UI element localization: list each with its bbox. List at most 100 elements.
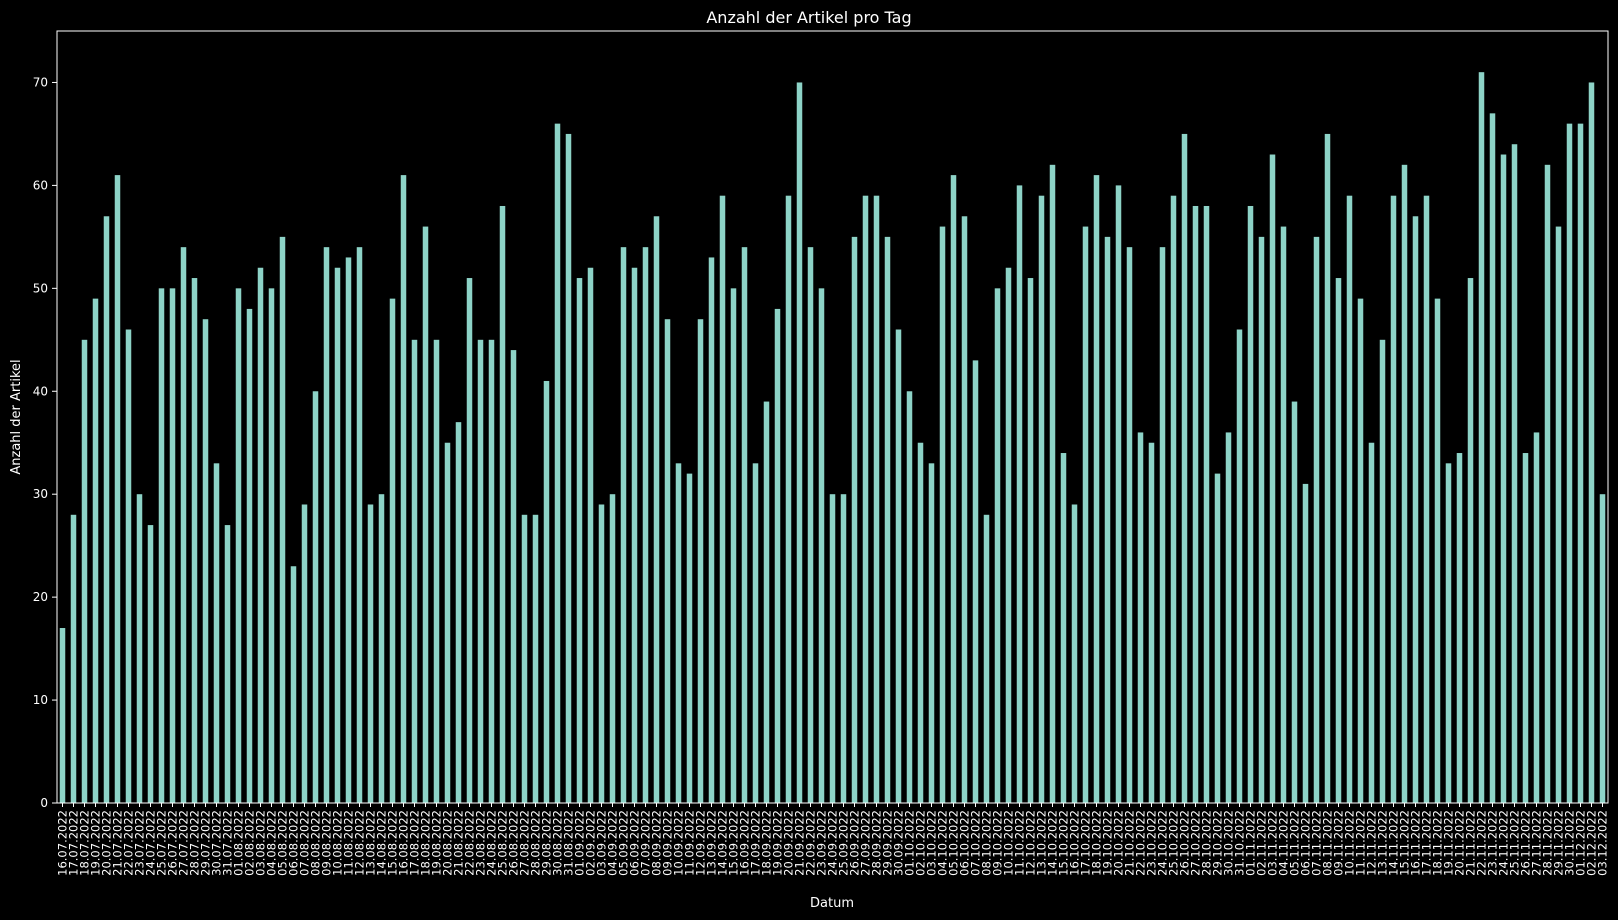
x-tick-label: 25.10.2022 (1167, 810, 1181, 876)
bar-20.11.2022 (1456, 453, 1463, 803)
bar-04.08.2022 (268, 288, 275, 803)
x-tick-label: 27.07.2022 (177, 810, 191, 876)
x-tick-label: 10.10.2022 (1002, 810, 1016, 876)
bar-02.10.2022 (917, 442, 924, 803)
bar-27.09.2022 (862, 195, 869, 803)
x-tick-label: 09.09.2022 (661, 810, 675, 876)
x-tick-label: 28.07.2022 (188, 810, 202, 876)
x-tick-label: 30.11.2022 (1563, 810, 1577, 876)
bar-04.11.2022 (1280, 226, 1287, 803)
bar-03.12.2022 (1599, 494, 1606, 803)
x-tick-label: 06.11.2022 (1299, 810, 1313, 876)
bar-24.08.2022 (488, 339, 495, 803)
bar-08.09.2022 (653, 216, 660, 803)
bar-26.10.2022 (1181, 133, 1188, 803)
bar-26.11.2022 (1522, 453, 1529, 803)
bar-11.08.2022 (345, 257, 352, 803)
x-tick-label: 11.11.2022 (1354, 810, 1368, 876)
bar-01.12.2022 (1577, 123, 1584, 803)
x-tick-label: 30.09.2022 (892, 810, 906, 876)
bar-31.10.2022 (1236, 329, 1243, 803)
x-tick-label: 26.09.2022 (848, 810, 862, 876)
x-tick-label: 03.08.2022 (254, 810, 268, 876)
bar-09.08.2022 (323, 247, 330, 803)
x-tick-label: 04.11.2022 (1277, 810, 1291, 876)
bar-17.10.2022 (1082, 226, 1089, 803)
x-tick-label: 08.09.2022 (650, 810, 664, 876)
bar-12.09.2022 (697, 319, 704, 803)
x-tick-label: 18.08.2022 (419, 810, 433, 876)
bar-24.10.2022 (1159, 247, 1166, 803)
bar-16.08.2022 (400, 175, 407, 803)
x-tick-label: 04.10.2022 (936, 810, 950, 876)
bar-23.11.2022 (1489, 113, 1496, 803)
x-tick-label: 16.11.2022 (1409, 810, 1423, 876)
bar-18.09.2022 (763, 401, 770, 803)
x-tick-label: 21.09.2022 (793, 810, 807, 876)
bar-07.10.2022 (972, 360, 979, 803)
bar-18.08.2022 (422, 226, 429, 803)
bar-06.08.2022 (290, 566, 297, 803)
x-tick-label: 12.10.2022 (1024, 810, 1038, 876)
bar-13.09.2022 (708, 257, 715, 803)
bar-10.08.2022 (334, 267, 341, 803)
bar-02.09.2022 (587, 267, 594, 803)
bar-17.09.2022 (752, 463, 759, 803)
x-tick-label: 02.09.2022 (584, 810, 598, 876)
bar-01.10.2022 (906, 391, 913, 803)
bar-14.09.2022 (719, 195, 726, 803)
bar-04.10.2022 (939, 226, 946, 803)
bar-15.08.2022 (389, 298, 396, 803)
bar-28.11.2022 (1544, 164, 1551, 803)
x-tick-label: 11.10.2022 (1013, 810, 1027, 876)
bar-28.08.2022 (532, 514, 539, 803)
x-tick-label: 14.10.2022 (1046, 810, 1060, 876)
x-tick-label: 18.09.2022 (760, 810, 774, 876)
x-tick-label: 03.12.2022 (1596, 810, 1610, 876)
bar-07.11.2022 (1313, 236, 1320, 803)
bar-06.09.2022 (631, 267, 638, 803)
x-tick-label: 18.07.2022 (78, 810, 92, 876)
bar-27.10.2022 (1192, 205, 1199, 803)
bar-29.08.2022 (543, 380, 550, 803)
x-tick-label: 09.08.2022 (320, 810, 334, 876)
x-tick-label: 03.10.2022 (925, 810, 939, 876)
x-tick-label: 19.11.2022 (1442, 810, 1456, 876)
x-tick-label: 31.10.2022 (1233, 810, 1247, 876)
bar-19.09.2022 (774, 308, 781, 803)
x-tick-label: 09.11.2022 (1332, 810, 1346, 876)
bar-01.08.2022 (235, 288, 242, 803)
bar-30.08.2022 (554, 123, 561, 803)
x-tick-label: 20.07.2022 (100, 810, 114, 876)
y-axis: 0 10 20 30 40 50 60 70 (33, 75, 57, 810)
bar-25.11.2022 (1511, 144, 1518, 803)
x-tick-label: 02.12.2022 (1585, 810, 1599, 876)
bar-12.08.2022 (356, 247, 363, 803)
bar-27.07.2022 (180, 247, 187, 803)
x-tick-label: 10.08.2022 (331, 810, 345, 876)
x-tick-label: 06.10.2022 (958, 810, 972, 876)
y-tick-label: 0 (40, 796, 48, 810)
x-tick-label: 08.10.2022 (980, 810, 994, 876)
x-tick-label: 13.11.2022 (1376, 810, 1390, 876)
bar-18.11.2022 (1434, 298, 1441, 803)
x-axis: 16.07.202217.07.202218.07.202219.07.2022… (56, 803, 1610, 876)
y-tick-label: 70 (33, 75, 48, 89)
bar-07.08.2022 (301, 504, 308, 803)
x-tick-label: 30.08.2022 (551, 810, 565, 876)
x-tick-label: 01.11.2022 (1244, 810, 1258, 876)
y-tick-label: 20 (33, 590, 48, 604)
x-tick-label: 05.11.2022 (1288, 810, 1302, 876)
x-tick-label: 29.07.2022 (199, 810, 213, 876)
x-tick-label: 22.07.2022 (122, 810, 136, 876)
x-tick-label: 26.10.2022 (1178, 810, 1192, 876)
bar-21.11.2022 (1467, 278, 1474, 803)
x-tick-label: 29.08.2022 (540, 810, 554, 876)
x-tick-label: 09.10.2022 (991, 810, 1005, 876)
bar-23.08.2022 (477, 339, 484, 803)
x-axis-label: Datum (810, 896, 854, 911)
x-tick-label: 25.08.2022 (496, 810, 510, 876)
x-tick-label: 17.08.2022 (408, 810, 422, 876)
x-tick-label: 15.09.2022 (727, 810, 741, 876)
